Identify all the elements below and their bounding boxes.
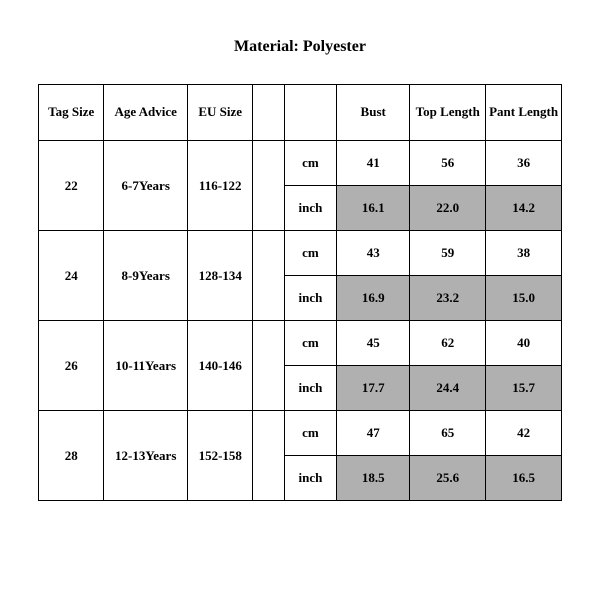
cell-eu-size: 152-158 [188, 411, 253, 501]
cell-unit-inch: inch [284, 186, 336, 231]
cell-pant-cm: 38 [486, 231, 562, 276]
col-unit [284, 85, 336, 141]
cell-bust-cm: 45 [337, 321, 410, 366]
page: Material: Polyester Tag Size Age Advice … [0, 0, 600, 600]
table-row: 28 12-13Years 152-158 cm 47 65 42 [39, 411, 562, 456]
cell-pant-inch: 15.7 [486, 366, 562, 411]
cell-pant-cm: 40 [486, 321, 562, 366]
cell-unit-cm: cm [284, 231, 336, 276]
cell-age-advice: 6-7Years [104, 141, 188, 231]
table-row: 22 6-7Years 116-122 cm 41 56 36 [39, 141, 562, 186]
table-header-row: Tag Size Age Advice EU Size Bust Top Len… [39, 85, 562, 141]
cell-top-inch: 23.2 [410, 276, 486, 321]
cell-top-inch: 24.4 [410, 366, 486, 411]
cell-gap [253, 141, 284, 231]
cell-pant-cm: 42 [486, 411, 562, 456]
cell-unit-inch: inch [284, 456, 336, 501]
col-age-advice: Age Advice [104, 85, 188, 141]
cell-top-inch: 25.6 [410, 456, 486, 501]
cell-tag-size: 24 [39, 231, 104, 321]
col-bust: Bust [337, 85, 410, 141]
cell-unit-cm: cm [284, 411, 336, 456]
cell-pant-inch: 16.5 [486, 456, 562, 501]
cell-pant-inch: 14.2 [486, 186, 562, 231]
table-row: 26 10-11Years 140-146 cm 45 62 40 [39, 321, 562, 366]
cell-eu-size: 128-134 [188, 231, 253, 321]
cell-top-cm: 62 [410, 321, 486, 366]
cell-bust-inch: 18.5 [337, 456, 410, 501]
table-row: 24 8-9Years 128-134 cm 43 59 38 [39, 231, 562, 276]
cell-bust-cm: 47 [337, 411, 410, 456]
cell-unit-inch: inch [284, 366, 336, 411]
cell-gap [253, 231, 284, 321]
cell-top-cm: 65 [410, 411, 486, 456]
cell-unit-cm: cm [284, 141, 336, 186]
col-gap [253, 85, 284, 141]
cell-pant-cm: 36 [486, 141, 562, 186]
cell-pant-inch: 15.0 [486, 276, 562, 321]
cell-bust-inch: 16.9 [337, 276, 410, 321]
cell-gap [253, 411, 284, 501]
size-table: Tag Size Age Advice EU Size Bust Top Len… [38, 84, 562, 501]
cell-gap [253, 321, 284, 411]
page-title: Material: Polyester [38, 38, 562, 56]
cell-eu-size: 140-146 [188, 321, 253, 411]
col-eu-size: EU Size [188, 85, 253, 141]
col-tag-size: Tag Size [39, 85, 104, 141]
cell-unit-inch: inch [284, 276, 336, 321]
cell-age-advice: 12-13Years [104, 411, 188, 501]
cell-top-cm: 56 [410, 141, 486, 186]
cell-tag-size: 28 [39, 411, 104, 501]
table-body: 22 6-7Years 116-122 cm 41 56 36 inch 16.… [39, 141, 562, 501]
cell-tag-size: 22 [39, 141, 104, 231]
col-pant-length: Pant Length [486, 85, 562, 141]
col-top-length: Top Length [410, 85, 486, 141]
cell-top-inch: 22.0 [410, 186, 486, 231]
cell-tag-size: 26 [39, 321, 104, 411]
cell-bust-cm: 41 [337, 141, 410, 186]
cell-age-advice: 8-9Years [104, 231, 188, 321]
cell-bust-inch: 16.1 [337, 186, 410, 231]
cell-bust-cm: 43 [337, 231, 410, 276]
cell-eu-size: 116-122 [188, 141, 253, 231]
cell-age-advice: 10-11Years [104, 321, 188, 411]
cell-top-cm: 59 [410, 231, 486, 276]
cell-bust-inch: 17.7 [337, 366, 410, 411]
cell-unit-cm: cm [284, 321, 336, 366]
